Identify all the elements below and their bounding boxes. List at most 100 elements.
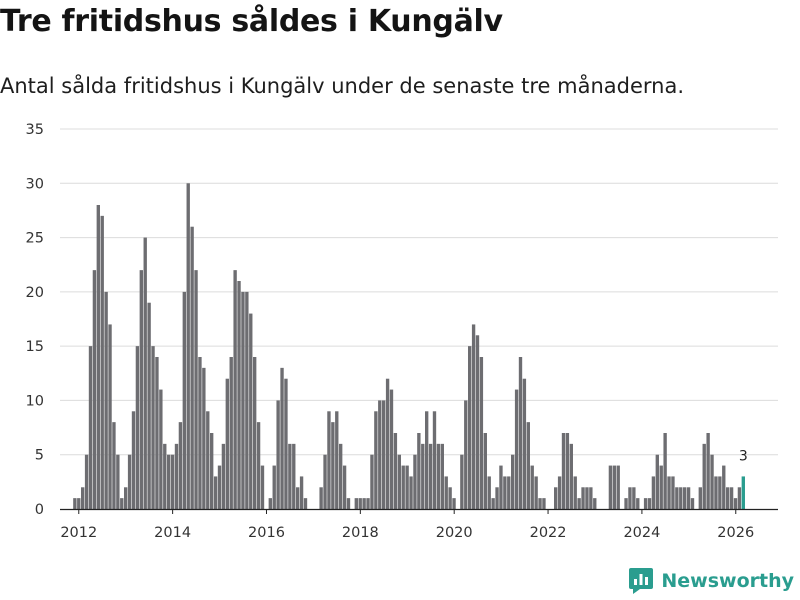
bar bbox=[163, 443, 167, 509]
bar bbox=[284, 378, 288, 509]
bar bbox=[292, 443, 296, 509]
bar bbox=[221, 443, 226, 509]
chart-title: Tre fritidshus såldes i Kungälv bbox=[0, 4, 503, 39]
bar bbox=[366, 498, 370, 509]
bar bbox=[448, 487, 452, 509]
bar bbox=[514, 389, 519, 509]
bar bbox=[464, 400, 468, 509]
bar bbox=[155, 357, 159, 509]
bar bbox=[190, 226, 194, 509]
bar bbox=[710, 454, 714, 509]
bar bbox=[104, 291, 108, 509]
bar bbox=[194, 270, 198, 509]
bar bbox=[444, 476, 448, 509]
bar bbox=[296, 487, 300, 509]
bar bbox=[73, 498, 77, 509]
bar bbox=[733, 498, 738, 509]
bar bbox=[655, 454, 659, 509]
bar bbox=[319, 487, 323, 509]
bar bbox=[569, 443, 573, 509]
bar bbox=[667, 476, 671, 509]
bar bbox=[401, 465, 405, 509]
bar bbox=[511, 454, 515, 509]
bar bbox=[686, 487, 691, 509]
bar bbox=[440, 443, 444, 509]
y-tick-label: 15 bbox=[26, 339, 44, 355]
bar bbox=[374, 411, 378, 509]
bar bbox=[389, 389, 394, 509]
bar bbox=[335, 411, 339, 509]
bar bbox=[135, 346, 140, 509]
bar bbox=[385, 378, 390, 509]
bar bbox=[405, 465, 409, 509]
bar bbox=[354, 498, 358, 509]
bar bbox=[499, 465, 503, 509]
bar bbox=[397, 454, 401, 509]
y-tick-label: 25 bbox=[26, 231, 44, 247]
bar bbox=[679, 487, 683, 509]
y-tick-label: 10 bbox=[26, 393, 44, 409]
bar bbox=[722, 465, 726, 509]
bar bbox=[268, 498, 272, 509]
bar bbox=[632, 487, 636, 509]
bar bbox=[561, 433, 566, 509]
bar bbox=[718, 476, 722, 509]
bar bbox=[608, 465, 613, 509]
bar bbox=[88, 346, 93, 509]
bar bbox=[616, 465, 620, 509]
bar bbox=[241, 291, 245, 509]
bar bbox=[690, 498, 695, 509]
bar bbox=[127, 454, 132, 509]
bar bbox=[272, 465, 276, 509]
bar bbox=[534, 476, 538, 509]
bar bbox=[151, 346, 155, 509]
bar bbox=[593, 498, 597, 509]
bar-latest bbox=[741, 476, 745, 509]
bar bbox=[706, 433, 710, 509]
bar bbox=[147, 302, 151, 509]
bar bbox=[589, 487, 593, 509]
y-tick-label: 0 bbox=[35, 502, 44, 518]
bar bbox=[542, 498, 546, 509]
bar bbox=[479, 357, 484, 509]
newsworthy-logo[interactable]: Newsworthy bbox=[629, 568, 794, 594]
bar bbox=[112, 422, 116, 509]
bar bbox=[683, 487, 687, 509]
gridlines bbox=[60, 128, 778, 456]
bar bbox=[475, 335, 480, 509]
bar bbox=[628, 487, 632, 509]
bar bbox=[167, 454, 171, 509]
bar bbox=[483, 433, 487, 509]
bar bbox=[729, 487, 734, 509]
bar bbox=[299, 476, 304, 509]
bar bbox=[288, 443, 292, 509]
bar bbox=[471, 324, 476, 509]
bar bbox=[468, 346, 472, 509]
x-tick-label: 2024 bbox=[623, 525, 660, 541]
bar bbox=[323, 454, 327, 509]
bar bbox=[425, 411, 429, 509]
x-tick-label: 2022 bbox=[530, 525, 567, 541]
bar bbox=[256, 422, 261, 509]
bar bbox=[331, 422, 335, 509]
bar bbox=[491, 498, 495, 509]
bar bbox=[526, 422, 530, 509]
bar bbox=[80, 487, 85, 509]
bar bbox=[120, 498, 124, 509]
bar bbox=[503, 476, 507, 509]
bar bbox=[432, 411, 437, 509]
bar bbox=[84, 454, 89, 509]
bar bbox=[186, 183, 190, 510]
bar bbox=[206, 411, 210, 509]
bar bbox=[249, 313, 253, 509]
bar bbox=[170, 454, 175, 509]
bar bbox=[413, 454, 417, 509]
bar bbox=[213, 476, 218, 509]
bar bbox=[229, 357, 233, 509]
bar bbox=[577, 498, 581, 509]
bar bbox=[370, 454, 374, 509]
bar bbox=[518, 357, 523, 509]
bar bbox=[573, 476, 577, 509]
bar bbox=[358, 498, 362, 509]
bar bbox=[565, 433, 570, 509]
